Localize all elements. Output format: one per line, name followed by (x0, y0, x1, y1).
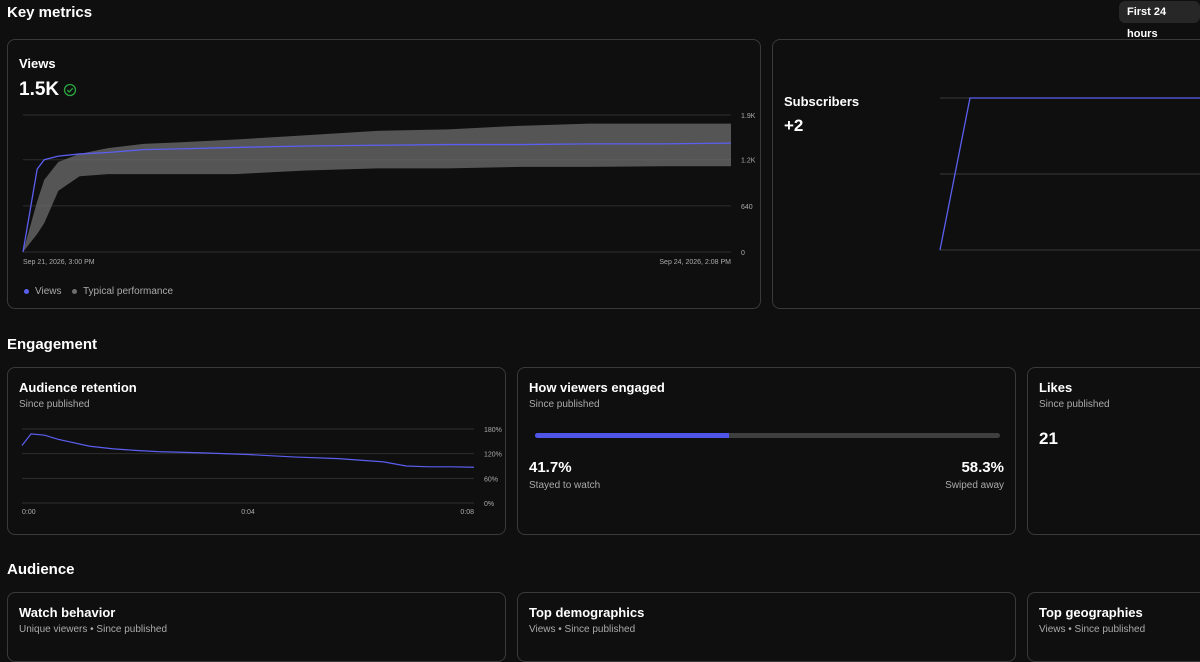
how-engaged-card[interactable]: How viewers engaged Since published 41.7… (517, 367, 1016, 535)
views-x-start-label: Sep 21, 2026, 3:00 PM (23, 259, 95, 266)
subscribers-chart (939, 97, 1200, 251)
stayed-percent: 41.7% (529, 459, 572, 476)
views-y-tick: 640 (741, 204, 753, 211)
views-chart: 0 640 1.2K 1.9K Sep 21, 2026, 3:00 PM Sep 24,… (22, 113, 756, 266)
swiped-label: Swiped away (945, 480, 1004, 491)
retention-x-tick: 0:08 (460, 509, 474, 516)
likes-value: 21 (1039, 429, 1058, 448)
top-demographics-subtitle: Views • Since published (529, 624, 636, 635)
top-geographies-title: Top geographies (1039, 605, 1143, 620)
legend-typical-label: Typical performance (83, 286, 174, 297)
how-engaged-subtitle: Since published (529, 399, 600, 410)
views-x-end-label: Sep 24, 2026, 2:08 PM (659, 259, 731, 266)
retention-series-line (21, 433, 475, 468)
legend-typical-dot (72, 289, 77, 294)
retention-subtitle: Since published (19, 399, 90, 410)
legend-views-dot (24, 289, 29, 294)
retention-chart: 0% 60% 120% 180% 0:00 0:04 0:08 (21, 427, 502, 516)
top-geographies-card[interactable]: Top geographies Views • Since published (1027, 592, 1200, 662)
legend-typical: Typical performance (72, 286, 173, 297)
retention-x-tick: 0:00 (22, 509, 36, 516)
engagement-bar (535, 433, 1000, 438)
time-range-button[interactable]: First 24 hours (1119, 1, 1200, 40)
engagement-title: Engagement (7, 336, 98, 353)
watch-behavior-title: Watch behavior (19, 605, 116, 620)
watch-behavior-subtitle: Unique viewers • Since published (19, 624, 168, 635)
top-demographics-title: Top demographics (529, 605, 645, 620)
views-title: Views (19, 56, 56, 71)
likes-card[interactable]: Likes Since published 21 (1027, 367, 1200, 535)
views-y-tick: 0 (741, 250, 745, 257)
subscribers-series-line (939, 97, 1200, 251)
retention-x-tick: 0:04 (241, 509, 255, 516)
retention-y-tick: 60% (484, 476, 498, 483)
subscribers-title: Subscribers (784, 94, 860, 109)
swiped-percent: 58.3% (961, 459, 1004, 476)
views-y-tick: 1.9K (741, 113, 756, 120)
views-value: 1.5K (19, 79, 60, 100)
retention-y-tick: 180% (484, 427, 502, 434)
likes-title: Likes (1039, 380, 1073, 395)
retention-title: Audience retention (19, 380, 137, 395)
retention-card[interactable]: Audience retention Since published 0% 60%… (7, 367, 506, 535)
top-demographics-card[interactable]: Top demographics Views • Since published (517, 592, 1016, 662)
likes-subtitle: Since published (1039, 399, 1110, 410)
legend-views-label: Views (35, 286, 62, 297)
retention-y-tick: 120% (484, 452, 502, 459)
audience-title: Audience (7, 561, 75, 578)
top-geographies-subtitle: Views • Since published (1039, 624, 1146, 635)
legend-views: Views (24, 286, 62, 297)
key-metrics-title: Key metrics (7, 4, 93, 21)
views-series-line (22, 142, 732, 253)
check-circle-icon (63, 83, 77, 102)
stayed-label: Stayed to watch (529, 480, 601, 491)
typical-performance-band (23, 123, 731, 252)
watch-behavior-card[interactable]: Watch behavior Unique viewers • Since pu… (7, 592, 506, 662)
retention-y-tick: 0% (484, 501, 494, 508)
subscribers-card[interactable]: Subscribers +2 (772, 39, 1200, 309)
stayed-bar-fill (535, 433, 729, 438)
views-y-tick: 1.2K (741, 158, 756, 165)
how-engaged-title: How viewers engaged (529, 380, 665, 395)
views-card[interactable]: Views 1.5K 0 640 1.2K 1.9K Sep 21, 2026, 3:0… (7, 39, 761, 309)
subscribers-value: +2 (784, 116, 804, 135)
